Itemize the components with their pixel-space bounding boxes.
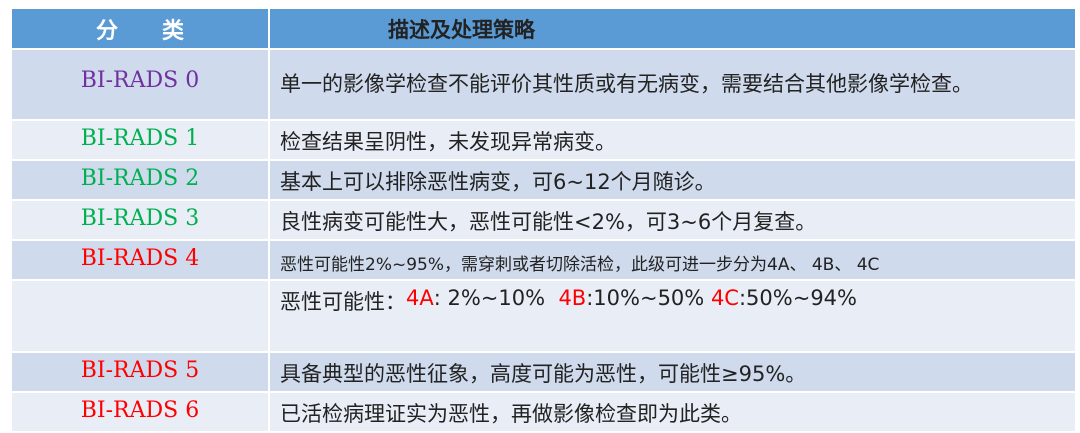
table-row: BI-RADS 6 已活检病理证实为恶性，再做影像检查即为此类。	[12, 393, 1075, 433]
description-cell: 基本上可以排除恶性病变，可6~12个月随诊。	[280, 170, 716, 194]
subtype-4c-label: 4C	[710, 286, 739, 310]
header-description: 描述及处理策略	[388, 17, 535, 42]
subtype-4b-range: :10%~50%	[586, 286, 705, 310]
description-cell: 恶性可能性2%~95%，需穿刺或者切除活检，此级可进一步分为4A、 4B、 4C	[280, 255, 880, 275]
subtype-4c-range: :50%~94%	[738, 286, 857, 310]
subtype-4b-label: 4B	[558, 286, 587, 310]
category-cell: BI-RADS 6	[12, 393, 270, 431]
description-cell: 检查结果呈阴性，未发现异常病变。	[280, 130, 616, 154]
description-cell: 已活检病理证实为恶性，再做影像检查即为此类。	[280, 402, 742, 426]
subtype-4a-range: : 2%~10%	[433, 286, 546, 310]
description-cell: 单一的影像学检查不能评价其性质或有无病变，需要结合其他影像学检查。	[280, 72, 973, 96]
table-row: BI-RADS 4 恶性可能性2%~95%，需穿刺或者切除活检，此级可进一步分为…	[12, 241, 1075, 281]
category-cell: BI-RADS 3	[12, 201, 270, 239]
table-row: BI-RADS 5 具备典型的恶性征象，高度可能为恶性，可能性≥95%。	[12, 353, 1075, 393]
subtype-4a-label: 4A	[406, 286, 434, 310]
category-cell: BI-RADS 4	[12, 241, 270, 279]
table-row: BI-RADS 3 良性病变可能性大，恶性可能性<2%，可3~6个月复查。	[12, 201, 1075, 241]
empty-category-cell	[12, 281, 270, 351]
category-cell: BI-RADS 2	[12, 161, 270, 199]
description-cell: 具备典型的恶性征象，高度可能为恶性，可能性≥95%。	[280, 362, 807, 386]
table-row: BI-RADS 1 检查结果呈阴性，未发现异常病变。	[12, 121, 1075, 161]
description-cell: 良性病变可能性大，恶性可能性<2%，可3~6个月复查。	[280, 210, 817, 234]
table-row: BI-RADS 0 单一的影像学检查不能评价其性质或有无病变，需要结合其他影像学…	[12, 50, 1075, 121]
header-category: 分 类	[12, 9, 270, 48]
category-cell: BI-RADS 0	[12, 50, 270, 119]
table-row-subtypes: 恶性可能性： 4A: 2%~10% 4B:10%~50% 4C:50%~94%	[12, 281, 1075, 353]
category-cell: BI-RADS 5	[12, 353, 270, 391]
table-row: BI-RADS 2 基本上可以排除恶性病变，可6~12个月随诊。	[12, 161, 1075, 201]
subtypes-prefix: 恶性可能性：	[280, 290, 406, 314]
bi-rads-table: 分 类 描述及处理策略 BI-RADS 0 单一的影像学检查不能评价其性质或有无…	[12, 9, 1075, 433]
category-cell: BI-RADS 1	[12, 121, 270, 159]
table-header: 分 类 描述及处理策略	[12, 9, 1075, 50]
subtypes-cell: 恶性可能性： 4A: 2%~10% 4B:10%~50% 4C:50%~94%	[270, 281, 1075, 351]
